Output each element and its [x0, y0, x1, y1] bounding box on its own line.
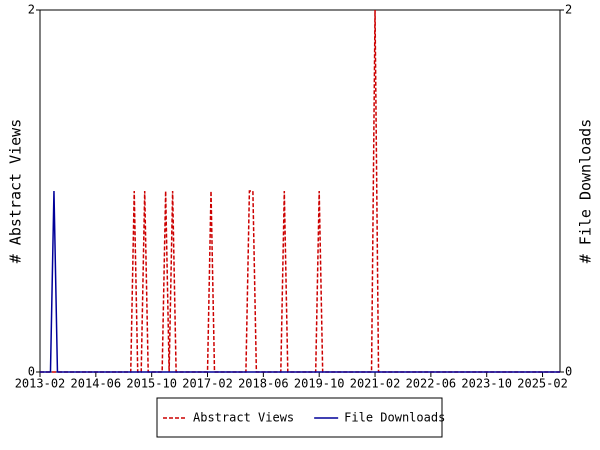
y2-tick-label: 2 [565, 3, 572, 17]
x-tick-label: 2018-06 [238, 377, 289, 391]
x-tick-label: 2025-02 [517, 377, 568, 391]
x-tick-label: 2015-10 [126, 377, 177, 391]
y2-axis-label: # File Downloads [577, 119, 595, 264]
legend-box [156, 397, 443, 438]
plot-frame [39, 9, 561, 373]
y-tick-label: 0 [28, 365, 35, 379]
series-line [40, 190, 560, 373]
legend-label: Abstract Views [193, 411, 294, 425]
x-tick-label: 2017-02 [182, 377, 233, 391]
x-tick-label: 2022-06 [406, 377, 457, 391]
y2-tick-label: 0 [565, 365, 572, 379]
x-tick-label: 2021-02 [350, 377, 401, 391]
x-tick-label: 2013-02 [15, 377, 66, 391]
x-tick-label: 2019-10 [294, 377, 345, 391]
legend-label: File Downloads [344, 411, 445, 425]
x-tick-label: 2023-10 [461, 377, 512, 391]
x-tick-label: 2014-06 [71, 377, 122, 391]
series-line [40, 9, 560, 373]
y-axis-label: # Abstract Views [7, 119, 25, 264]
y-tick-label: 2 [28, 3, 35, 17]
